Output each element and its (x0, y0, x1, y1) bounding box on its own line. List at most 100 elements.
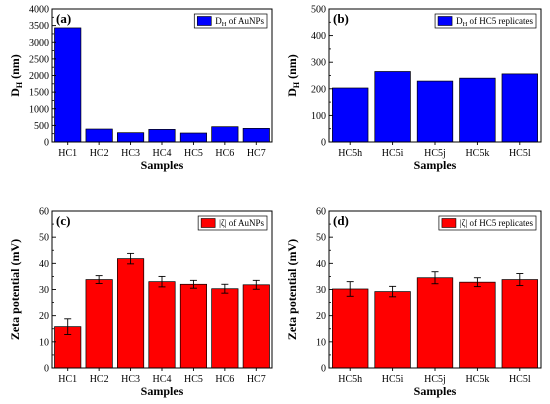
y-tick-label: 10 (316, 337, 326, 348)
y-tick-label: 20 (39, 311, 49, 322)
bar-hc7 (242, 284, 270, 369)
y-tick-label: 2500 (29, 54, 49, 65)
legend: DH of HC5 replicates (434, 13, 537, 29)
y-axis-label-main: D (8, 88, 22, 97)
x-axis-label: Samples (141, 384, 184, 398)
y-axis-label: Zeta potential (mV) (285, 239, 299, 340)
legend: |ζ| of AuNPs (197, 215, 268, 231)
y-tick-label: 500 (311, 5, 326, 16)
chart-panel-d: 0 10 20 30 40 50 60 HC5h HC5i HC5j HC5k HC5l Samples… (285, 207, 542, 398)
x-tick-label: HC7 (247, 374, 266, 385)
chart-panel-c: 0 10 20 30 40 50 60 HC1 HC2 HC3 HC4 HC5 HC6 HC7 Sample… (8, 207, 273, 398)
error-bar-hc5h (346, 281, 354, 297)
chart-panel-b: 0 100 200 300 400 500 HC5h HC5i HC5j HC5k HC5l Samp… (285, 5, 542, 172)
bar-hc5i (374, 291, 411, 369)
legend-label: |ζ| of AuNPs (219, 218, 264, 228)
bar-hc5l (501, 279, 538, 369)
x-tick-label: HC1 (58, 148, 77, 159)
bar-hc1 (54, 27, 82, 143)
legend-label-rest: of HC5 replicates (467, 218, 533, 228)
legend-swatch (200, 218, 216, 228)
legend-frame (434, 13, 537, 29)
x-tick-label: HC5j (424, 374, 446, 385)
bar-hc5 (179, 132, 207, 143)
y-tick-label: 4000 (29, 5, 49, 16)
legend-label-main: D (456, 16, 463, 26)
bar-hc6 (211, 288, 239, 369)
x-tick-label: HC5l (509, 148, 531, 159)
bar-hc5h (332, 87, 369, 143)
error-bar-hc5j (431, 271, 439, 285)
x-tick-label: HC3 (121, 374, 140, 385)
bar-hc7 (242, 128, 270, 143)
bar-hc5l (501, 73, 538, 143)
y-tick-label: 0 (321, 138, 326, 149)
y-tick-label: 60 (39, 207, 49, 218)
y-axis-label-main: D (285, 88, 299, 97)
legend-label-main: D (215, 16, 222, 26)
y-tick-label: 40 (39, 259, 49, 270)
y-tick-label: 500 (34, 121, 49, 132)
y-tick-label: 300 (311, 58, 326, 69)
legend-label-rest: of AuNPs (226, 218, 264, 228)
y-axis-label-main: Zeta potential (mV) (285, 239, 299, 340)
legend-swatch (196, 16, 212, 26)
x-tick-label: HC5h (338, 148, 362, 159)
legend-label-main: |ζ| (219, 218, 227, 228)
error-bar-hc3 (127, 252, 135, 265)
y-axis-label: Zeta potential (mV) (8, 239, 22, 340)
y-tick-label: 3500 (29, 21, 49, 32)
legend-label-rest: of HC5 replicates (467, 16, 533, 26)
x-tick-label: HC5i (382, 148, 404, 159)
legend-swatch (437, 16, 453, 26)
legend-label-sub: H (463, 21, 468, 28)
legend-label-main: |ζ| (460, 218, 468, 228)
error-bar-hc6 (221, 283, 229, 294)
y-tick-label: 0 (44, 364, 49, 375)
y-tick-label: 0 (321, 364, 326, 375)
y-tick-label: 30 (39, 285, 49, 296)
y-tick-label: 200 (311, 84, 326, 95)
bar-hc5 (179, 283, 207, 369)
bar-hc6 (211, 126, 239, 143)
error-bar-hc5l (516, 273, 524, 287)
y-tick-label: 40 (316, 259, 326, 270)
error-bar-hc2 (95, 275, 103, 284)
y-axis-label: DH (nm) (285, 54, 301, 97)
x-tick-label: HC5i (382, 374, 404, 385)
x-tick-label: HC3 (121, 148, 140, 159)
bar-hc5j (416, 80, 454, 143)
x-tick-label: HC4 (153, 374, 172, 385)
x-axis-label: Samples (414, 384, 457, 398)
x-tick-label: HC2 (90, 374, 109, 385)
y-tick-label: 60 (316, 207, 326, 218)
y-tick-label: 2000 (29, 71, 49, 82)
x-tick-label: HC5k (465, 148, 489, 159)
y-tick-label: 20 (316, 311, 326, 322)
bar-hc2 (85, 279, 113, 369)
bar-hc5i (374, 71, 411, 143)
y-tick-label: 1500 (29, 88, 49, 99)
y-tick-label: 50 (39, 233, 49, 244)
y-axis-label-unit: (nm) (8, 54, 22, 82)
y-tick-label: 1000 (29, 104, 49, 115)
y-axis-label-unit: (nm) (285, 54, 299, 82)
x-tick-label: HC5k (465, 374, 489, 385)
bar-hc3 (117, 258, 145, 369)
x-tick-label: HC4 (153, 148, 172, 159)
bar-hc5k (459, 281, 496, 369)
panel-label: (d) (333, 213, 349, 228)
x-tick-label: HC1 (58, 374, 77, 385)
bar-hc5j (416, 277, 454, 369)
x-tick-label: HC6 (215, 374, 234, 385)
y-tick-label: 100 (311, 111, 326, 122)
error-bar-hc7 (252, 279, 260, 290)
y-axis-label-sub: H (15, 81, 24, 88)
y-axis-label-sub: H (292, 81, 301, 88)
y-axis-label: DH (nm) (8, 54, 24, 97)
x-tick-label: HC5h (338, 374, 362, 385)
legend-frame (438, 215, 537, 231)
y-tick-label: 30 (316, 285, 326, 296)
bar-hc4 (148, 281, 176, 369)
